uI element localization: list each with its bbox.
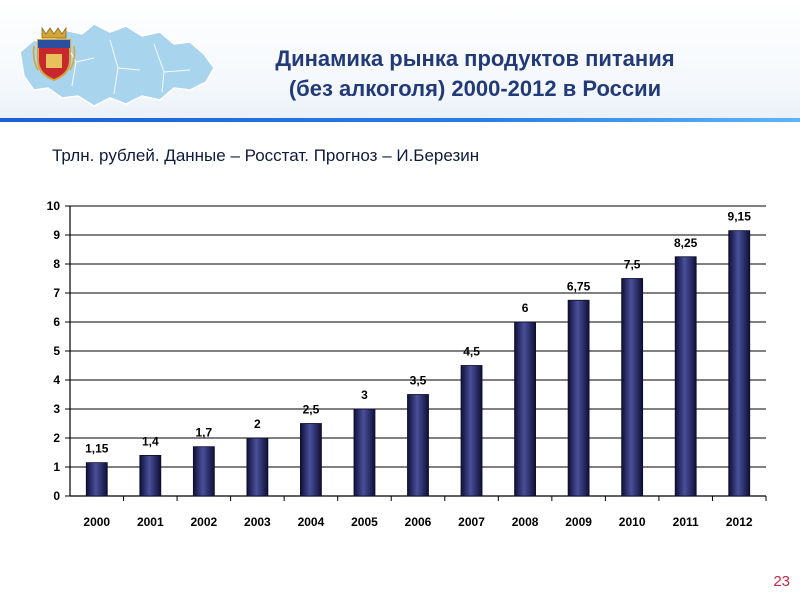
y-tick-label: 8 (53, 257, 60, 271)
x-tick-label: 2008 (512, 515, 539, 529)
data-label: 2 (254, 417, 261, 431)
bar (728, 230, 751, 497)
y-tick-label: 2 (53, 431, 60, 445)
data-label: 8,25 (674, 236, 698, 250)
bar (407, 394, 429, 497)
bar-chart: 1,15 1,4 1,7 2 2,5 3 3,5 4,5 6 6,75 7,5 8,25 9,15 0 1… (47, 199, 767, 529)
data-label: 6 (522, 301, 529, 315)
bar (85, 462, 108, 497)
page-title: Динамика рынка продуктов питания (без ал… (205, 44, 745, 104)
data-label: 3 (361, 388, 368, 402)
data-label: 2,5 (303, 403, 320, 417)
title-line-2: (без алкоголя) 2000-2012 в России (288, 76, 662, 101)
y-tick-label: 9 (53, 228, 60, 242)
x-tick-label: 2012 (726, 515, 753, 529)
data-label: 6,75 (567, 279, 591, 293)
bar (353, 408, 376, 497)
data-label: 9,15 (728, 210, 752, 224)
bar (460, 365, 483, 497)
bar (514, 321, 536, 497)
data-labels: 1,15 1,4 1,7 2 2,5 3 3,5 4,5 6 6,75 7,5 8,25 9,15 (85, 210, 751, 456)
x-tick-label: 2001 (137, 515, 164, 529)
x-tick-label: 2000 (83, 515, 110, 529)
y-tick-label: 6 (53, 315, 60, 329)
y-tick-label: 1 (53, 460, 60, 474)
title-line-1: Динамика рынка продуктов питания (275, 46, 675, 71)
bar (300, 423, 322, 497)
x-tick-label: 2002 (190, 515, 217, 529)
bar (192, 446, 215, 497)
y-tick-label: 3 (53, 402, 60, 416)
x-tick-label: 2010 (619, 515, 646, 529)
data-label: 1,15 (85, 442, 109, 456)
bar (621, 278, 644, 497)
tick-labels: 0 1 2 3 4 5 6 7 8 9 10 2000 2001 2002 2003 2004 2005 2006… (47, 199, 753, 529)
bars (85, 230, 751, 497)
x-tick-label: 2007 (458, 515, 485, 529)
x-tick-label: 2003 (244, 515, 271, 529)
x-tick-label: 2004 (298, 515, 325, 529)
data-label: 1,4 (142, 434, 159, 448)
y-tick-label: 5 (53, 344, 60, 358)
x-tick-label: 2011 (673, 515, 699, 529)
data-label: 3,5 (410, 374, 427, 388)
x-tick-label: 2005 (351, 515, 378, 529)
y-tick-label: 7 (53, 286, 60, 300)
header-divider (0, 118, 800, 122)
data-label: 1,7 (196, 426, 213, 440)
data-label: 7,5 (624, 258, 641, 272)
data-label: 4,5 (463, 345, 480, 359)
y-tick-label: 4 (53, 373, 60, 387)
slide-header: Динамика рынка продуктов питания (без ал… (0, 0, 800, 122)
y-tick-label: 0 (53, 489, 60, 503)
chart-subtitle: Трлн. рублей. Данные – Росстат. Прогноз … (52, 146, 480, 165)
bar (139, 454, 162, 497)
bar (246, 437, 269, 497)
y-tick-label: 10 (47, 199, 61, 213)
x-tick-label: 2006 (405, 515, 432, 529)
bar (567, 299, 590, 497)
x-tick-label: 2009 (565, 515, 592, 529)
page-number: 23 (773, 573, 790, 590)
coat-of-arms-icon (32, 26, 76, 82)
bar (674, 256, 697, 497)
